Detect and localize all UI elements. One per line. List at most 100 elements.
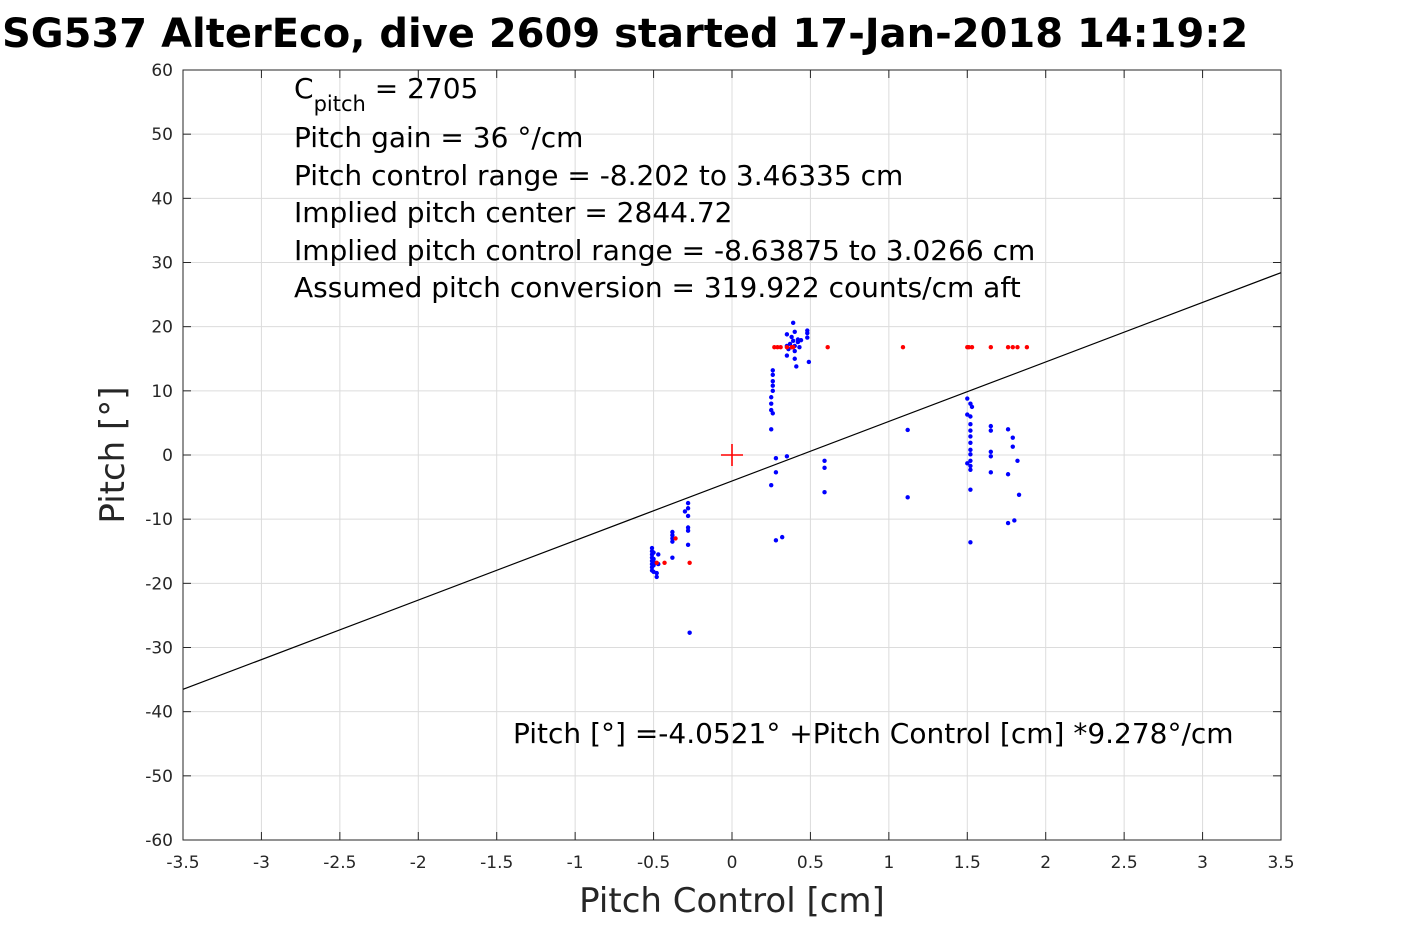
blue-data-point (790, 338, 796, 343)
blue-data-point (968, 452, 973, 457)
blue-data-point (822, 458, 827, 463)
c-pitch-value: = 2705 (366, 72, 479, 105)
blue-data-point (651, 550, 656, 555)
center-marker-group (721, 444, 743, 466)
blue-data-point (968, 487, 973, 492)
blue-data-point (769, 395, 774, 400)
x-tick-label: 3 (1197, 853, 1208, 873)
blue-data-point (988, 449, 994, 454)
x-tick-label: -1 (567, 853, 584, 873)
x-tick-label: -3 (253, 853, 270, 873)
blue-data-point (792, 356, 797, 361)
blue-data-point (656, 552, 661, 557)
y-tick-label: 30 (151, 254, 173, 274)
x-tick-label: -2.5 (323, 853, 356, 873)
blue-data-point (670, 529, 675, 535)
blue-data-point (1015, 458, 1020, 463)
red-data-point (778, 345, 783, 350)
y-tick-label: -30 (145, 639, 173, 659)
blue-data-point (1016, 492, 1022, 497)
blue-data-point (649, 545, 655, 551)
blue-data-point (670, 536, 675, 541)
y-tick-label: -40 (145, 703, 173, 723)
blue-data-point (1005, 472, 1011, 477)
blue-data-point (779, 534, 785, 540)
red-data-point (969, 345, 975, 350)
assumed-pitch-conversion-annotation: Assumed pitch conversion = 319.922 count… (294, 271, 1021, 304)
red-data-point (1005, 345, 1011, 350)
implied-pitch-control-range-annotation: Implied pitch control range = -8.63875 t… (294, 234, 1035, 267)
annotations: Cpitch = 2705 Pitch gain = 36 °/cm Pitch… (294, 72, 1234, 750)
blue-data-point (687, 630, 692, 635)
blue-data-point (968, 422, 973, 427)
blue-data-point (769, 401, 774, 406)
blue-data-point (1012, 518, 1017, 523)
red-data-point (900, 345, 906, 350)
red-data-point (790, 345, 796, 350)
blue-data-point (988, 423, 994, 429)
blue-data-point (792, 329, 797, 334)
x-axis-label: Pitch Control [cm] (579, 881, 885, 921)
y-tick-label: -60 (145, 831, 173, 851)
x-tick-label: 1.5 (954, 853, 981, 873)
x-axis: -3.5 -3 -2.5 -2 -1.5 -1 -0.5 0 0.5 1 1.5 2 2.5 3 3.5 (166, 70, 1295, 873)
chart-title: SG537 AlterEco, dive 2609 started 17-Jan… (2, 11, 1248, 57)
blue-data-point (685, 525, 691, 530)
x-tick-label: 2 (1040, 853, 1051, 873)
blue-data-point (822, 465, 827, 471)
y-tick-label: 60 (151, 61, 173, 81)
blue-data-point (1010, 435, 1015, 440)
red-data-point (772, 345, 777, 350)
red-data-point (1015, 345, 1020, 350)
blue-data-point (670, 555, 675, 560)
blue-data-point (968, 440, 973, 446)
blue-data-point (685, 542, 691, 548)
blue-data-point (685, 500, 691, 506)
blue-data-point (965, 461, 970, 466)
blue-data-point (988, 454, 994, 459)
fit-line-group (182, 272, 1282, 690)
y-tick-label: -20 (145, 574, 173, 594)
y-axis-label: Pitch [°] (93, 386, 133, 523)
y-tick-label: 40 (151, 189, 173, 209)
x-tick-label: -2 (410, 853, 427, 873)
c-pitch-annotation: Cpitch = 2705 (294, 72, 478, 116)
blue-data-point (773, 538, 779, 543)
blue-data-point (968, 428, 973, 433)
blue-data-point (1005, 520, 1011, 526)
red-data-point (825, 345, 830, 350)
blue-data-point (988, 470, 994, 475)
blue-data-point (770, 383, 775, 388)
blue-data-point (789, 334, 794, 340)
blue-data-point (670, 533, 675, 538)
blue-data-point (682, 509, 688, 514)
y-tick-label: -10 (145, 510, 173, 530)
blue-data-point (769, 482, 774, 488)
pitch-control-range-annotation: Pitch control range = -8.202 to 3.46335 … (294, 159, 903, 192)
x-tick-label: -1.5 (480, 853, 513, 873)
blue-data-point (797, 345, 802, 350)
blue-data-point (905, 427, 910, 433)
blue-data-point (792, 348, 797, 354)
blue-data-point (685, 506, 691, 511)
blue-data-point (968, 540, 973, 545)
blue-data-point (773, 470, 779, 475)
blue-data-point (968, 463, 973, 469)
pitch-gain-annotation: Pitch gain = 36 °/cm (294, 121, 583, 154)
blue-data-point (806, 359, 812, 365)
blue-data-point (784, 353, 790, 358)
red-data-point (775, 345, 780, 350)
red-data-point (1024, 345, 1030, 350)
y-axis: -60 -50 -40 -30 -20 -10 0 10 20 30 40 50 60 (145, 61, 1281, 851)
x-tick-label: 0 (727, 853, 738, 873)
blue-data-point (654, 570, 659, 576)
blue-data-point (651, 556, 656, 562)
x-tick-label: -0.5 (637, 853, 670, 873)
blue-data-point (965, 396, 970, 401)
blue-data-point (988, 428, 994, 433)
blue-data-point (805, 335, 810, 340)
blue-data-point (770, 379, 775, 384)
blue-data-point (805, 328, 810, 333)
blue-data-point (968, 467, 973, 472)
data-points (649, 320, 1030, 635)
